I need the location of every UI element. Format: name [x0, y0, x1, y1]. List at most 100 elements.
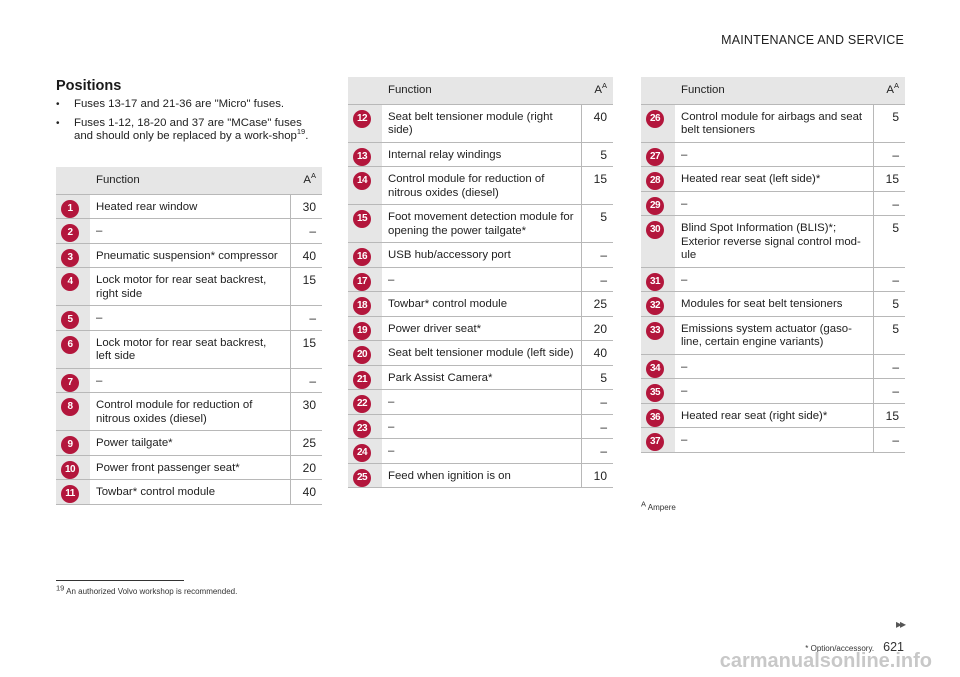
fuse-number-cell: 22	[348, 389, 382, 415]
fuse-ampere-cell: –	[581, 438, 613, 464]
fuse-number-badge: 18	[353, 297, 371, 315]
fuse-function-cell: Lock motor for rear seat backrest, left …	[90, 330, 291, 369]
fuse-number-badge: 20	[353, 346, 371, 364]
fuse-number-badge: 27	[646, 147, 664, 166]
fuse-number-badge: 7	[61, 373, 79, 392]
fuse-ampere-cell: 30	[290, 194, 322, 219]
bullet-text: Fuses 1-12, 18-20 and 37 are "MCase" fus…	[74, 116, 309, 143]
fuse-number-badge: 11	[61, 485, 79, 503]
table-row: 9 Power tailgate* 25	[56, 430, 322, 456]
fuse-function-cell: –	[675, 142, 874, 167]
table-row: 10 Power front passenger seat* 20	[56, 455, 322, 480]
fuse-function-cell: Blind Spot Information (BLIS)*; Exterior…	[675, 215, 874, 268]
fuse-ampere-cell: 20	[581, 316, 613, 341]
fuse-function-cell: –	[382, 414, 582, 439]
fuse-number-cell: 2	[56, 218, 90, 244]
fuse-number-cell: 21	[348, 365, 382, 390]
table-row: 26 Control module for airbags and seat be…	[641, 104, 905, 143]
fuse-number-badge: 6	[61, 335, 79, 354]
footnote-marker: A	[641, 499, 647, 509]
fuse-ampere-cell: 10	[581, 463, 613, 488]
fuse-function-cell: Pneumatic suspension* compressor	[90, 243, 291, 268]
page-number: 621	[883, 640, 904, 654]
fuse-ampere-cell: –	[581, 242, 613, 268]
page-footer: * Option/accessory. 621	[805, 640, 904, 654]
header-cell-function: Function	[675, 77, 873, 105]
table-row: 18 Towbar* control module 25	[348, 291, 613, 317]
table-row: 21 Park Assist Camera* 5	[348, 365, 613, 390]
fuse-function-cell: Park Assist Camera*	[382, 365, 582, 390]
fuse-function-cell: Power driver seat*	[382, 316, 582, 341]
fuse-ampere-cell: –	[873, 191, 905, 216]
table-row: 13 Internal relay windings 5	[348, 142, 613, 167]
fuse-number-badge: 32	[646, 297, 664, 315]
fuse-ampere-cell: 5	[581, 142, 613, 167]
fuse-number-cell: 9	[56, 430, 90, 456]
table-row: 32 Modules for seat belt tensioners 5	[641, 291, 905, 317]
fuse-ampere-cell: 20	[290, 455, 322, 480]
fuse-function-cell: –	[382, 267, 582, 292]
fuse-number-badge: 36	[646, 408, 664, 427]
fuse-number-badge: 8	[61, 398, 79, 416]
fuse-ampere-cell: 5	[873, 215, 905, 268]
fuse-ampere-cell: –	[290, 218, 322, 244]
fuse-number-badge: 30	[646, 221, 664, 239]
page-footnote: 19 An authorized Volvo workshop is recom…	[56, 584, 237, 596]
fuse-ampere-cell: 15	[290, 330, 322, 369]
fuse-number-badge: 1	[61, 199, 79, 218]
fuse-ampere-cell: 5	[873, 291, 905, 317]
fuse-number-badge: 22	[353, 395, 371, 413]
fuse-ampere-cell: 15	[873, 166, 905, 192]
table-row: 35– –	[641, 378, 905, 404]
header-cell-function: Function	[90, 167, 290, 195]
fuse-number-badge: 5	[61, 311, 79, 329]
fuse-ampere-cell: –	[873, 267, 905, 292]
fuse-number-cell: 20	[348, 340, 382, 366]
table-row: 31– –	[641, 267, 905, 292]
fuse-ampere-cell: 5	[873, 104, 905, 143]
table-row: 36 Heated rear seat (right side)* 15	[641, 403, 905, 428]
fuse-number-cell: 32	[641, 291, 675, 317]
fuse-number-cell: 5	[56, 305, 90, 331]
next-page-icon[interactable]: ▸▸	[895, 617, 906, 631]
fuse-number-badge: 23	[353, 419, 371, 438]
fuse-function-cell: –	[90, 218, 291, 244]
fuse-ampere-cell: 30	[290, 392, 322, 431]
footnote-text: Ampere	[647, 503, 676, 512]
fuse-ampere-cell: –	[873, 427, 905, 453]
fuse-function-cell: Internal relay windings	[382, 142, 582, 167]
table-row: 30 Blind Spot Information (BLIS)*; Exteri…	[641, 215, 905, 268]
fuse-number-badge: 14	[353, 172, 371, 190]
fuse-number-cell: 15	[348, 204, 382, 243]
table-row: 16 USB hub/accessory port –	[348, 242, 613, 268]
fuse-ampere-cell: 15	[290, 267, 322, 306]
fuse-number-badge: 24	[353, 444, 371, 462]
fuse-function-cell: Foot movement detection module for openi…	[382, 204, 582, 243]
fuse-function-cell: –	[675, 191, 874, 216]
fuse-ampere-cell: –	[581, 267, 613, 292]
table-row: 12 Seat belt tensioner module (right side…	[348, 104, 613, 143]
fuse-number-cell: 29	[641, 191, 675, 216]
table-row: 2– –	[56, 218, 322, 244]
fuse-number-cell: 30	[641, 215, 675, 268]
fuse-number-cell: 35	[641, 378, 675, 404]
table-row: 8 Control module for reduction of nitrous…	[56, 392, 322, 431]
footnote-ref[interactable]: 19	[296, 127, 306, 137]
fuse-number-cell: 34	[641, 354, 675, 379]
fuse-function-cell: –	[90, 368, 291, 393]
fuse-number-cell: 33	[641, 316, 675, 355]
table-row: 6 Lock motor for rear seat backrest, left…	[56, 330, 322, 369]
fuse-number-badge: 2	[61, 224, 79, 242]
fuse-number-badge: 10	[61, 460, 79, 479]
fuse-number-cell: 17	[348, 267, 382, 292]
fuse-number-badge: 3	[61, 248, 79, 267]
watermark: carmanualsonline.info	[719, 650, 932, 672]
table-row: 15 Foot movement detection module for ope…	[348, 204, 613, 243]
fuse-function-cell: Emissions system actuator (gaso-line, ce…	[675, 316, 874, 355]
header-cell-num	[56, 167, 90, 195]
fuse-function-cell: Lock motor for rear seat backrest, right…	[90, 267, 291, 306]
fuse-ampere-cell: 5	[873, 316, 905, 355]
fuse-function-cell: –	[675, 378, 874, 404]
fuse-ampere-cell: –	[873, 378, 905, 404]
fuse-table-2: Function AA 12 Seat belt tensioner module (…	[348, 77, 613, 488]
